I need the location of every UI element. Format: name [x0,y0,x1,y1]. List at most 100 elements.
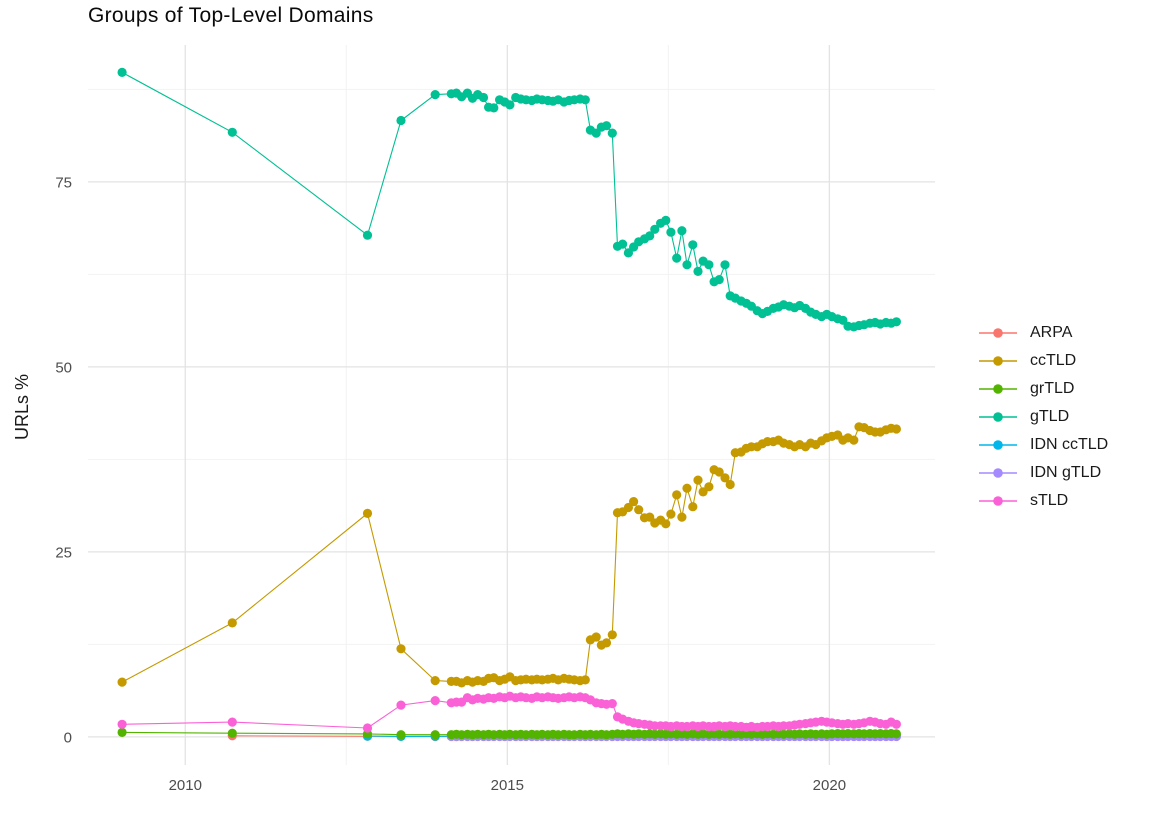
data-point [601,638,612,648]
data-point [704,482,714,492]
data-point [891,317,902,327]
data-point [891,719,902,729]
x-tick-label: 2010 [169,777,202,794]
data-point [117,719,127,729]
data-point [117,727,127,738]
legend-item-idn-cctld: IDN ccTLD [978,431,1108,459]
data-point [688,502,698,512]
data-point [607,128,617,138]
data-point [478,92,489,103]
legend-item-arpa: ARPA [978,319,1108,347]
data-point [601,121,612,131]
data-point [688,240,698,250]
legend-label: IDN gTLD [1030,464,1102,481]
data-point [666,227,676,237]
legend-label: sTLD [1030,492,1069,509]
data-point [580,675,590,685]
data-point [682,260,692,270]
chart-title: Groups of Top-Level Domains [88,4,374,27]
data-point [693,475,703,485]
data-point [430,730,440,740]
data-point [362,723,373,733]
data-point [362,508,373,518]
data-point [227,717,237,727]
data-point [634,505,644,515]
data-point [607,630,617,640]
legend-item-grtld: grTLD [978,375,1108,403]
data-point [645,231,655,241]
data-point [430,676,440,686]
data-point [362,230,373,240]
data-point [714,467,724,477]
data-point [489,103,499,113]
data-point [650,224,660,234]
data-point [623,248,634,258]
series-points-grtld [117,727,902,740]
data-point [396,730,406,740]
data-point [607,699,617,709]
data-point [623,502,634,513]
legend-item-idn-gtld: IDN gTLD [978,459,1108,487]
data-point [677,226,687,236]
data-point [891,424,902,434]
legend-key-icon [979,496,1017,506]
data-point [227,728,237,738]
data-point [849,435,859,445]
data-point [693,266,703,276]
data-point [227,127,237,137]
x-tick-label: 2020 [813,777,846,794]
legend-key-icon [979,328,1017,338]
legend-key-icon [979,356,1017,366]
data-point [629,497,639,507]
legend-key-icon [979,440,1017,450]
legend-item-gtld: gTLD [978,403,1108,431]
data-point [714,275,724,285]
data-point [720,473,730,483]
data-point [891,729,902,739]
legend-label: ccTLD [1030,352,1077,369]
data-point [117,67,127,77]
data-point [666,509,676,519]
data-point [591,128,601,138]
data-point [618,239,628,249]
x-tick-label: 2015 [491,777,524,794]
legend-label: ARPA [1030,324,1073,341]
legend-label: IDN ccTLD [1030,436,1109,453]
legend-key-icon [979,468,1017,478]
legend-item-stld: sTLD [978,487,1108,515]
data-point [672,490,682,500]
data-point [430,90,440,100]
data-point [591,632,601,642]
data-point [661,215,671,225]
data-point [396,644,406,654]
data-point [227,618,237,628]
series-line-gtld [121,71,897,328]
data-point [704,260,714,270]
legend-key-icon [979,412,1017,422]
y-tick-label: 75 [55,174,72,191]
data-point [720,260,730,270]
data-point [677,512,687,522]
data-point [396,700,406,710]
data-point [505,100,515,110]
y-tick-label: 25 [55,544,72,561]
legend-label: gTLD [1030,408,1070,425]
legend: ARPA ccTLD grTLD gTLD IDN ccTLD IDN gTLD sTLD [978,319,1108,515]
data-point [672,253,682,263]
legend-label: grTLD [1030,380,1075,397]
data-point [580,95,590,105]
data-point [430,696,440,706]
legend-item-cctld: ccTLD [978,347,1108,375]
series-points-cctld [117,422,902,688]
y-tick-label: 50 [55,359,72,376]
data-point [725,479,735,490]
data-point [117,677,127,687]
data-point [661,519,671,529]
y-tick-label: 0 [64,729,72,746]
legend-key-icon [979,384,1017,394]
data-point [682,483,692,493]
series-points-gtld [117,67,902,332]
data-point [396,115,406,126]
